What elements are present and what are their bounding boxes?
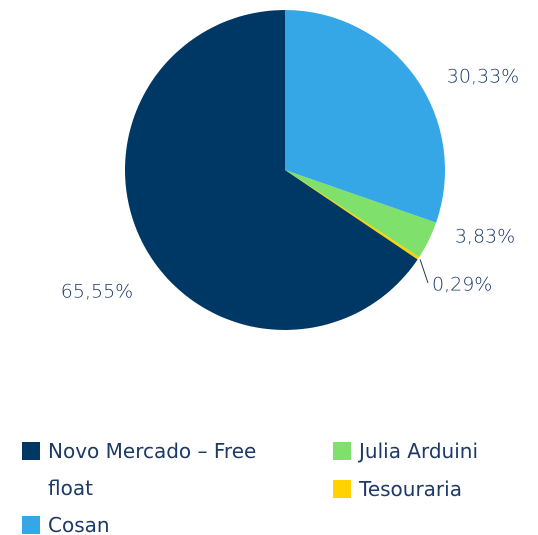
legend-swatch <box>22 442 40 460</box>
legend-label: Tesouraria <box>359 477 462 501</box>
legend-label: Cosan <box>48 513 110 535</box>
legend-label: Julia Arduini <box>359 439 479 463</box>
legend-swatch <box>333 442 351 460</box>
legend-item: Tesouraria <box>333 471 538 508</box>
legend-item: Julia Arduini <box>333 433 538 470</box>
pie-slice <box>285 10 446 223</box>
data-label: 0,29% <box>432 274 492 296</box>
pie-slice <box>285 170 437 258</box>
legend-item: Novo Mercado – Free float <box>22 433 258 507</box>
legend-swatch <box>333 480 351 498</box>
legend-item: Cosan <box>22 507 258 535</box>
pie-slice <box>124 10 418 330</box>
data-label: 3,83% <box>455 226 515 248</box>
pie-slice <box>285 170 420 260</box>
chart: 30,33% 3,83% 0,29% 65,55% <box>61 10 519 330</box>
legend-swatch <box>22 516 40 534</box>
data-label: 30,33% <box>447 66 519 88</box>
legend-label: Novo Mercado – Free float <box>48 439 257 500</box>
data-label: 65,55% <box>61 281 133 303</box>
leader-line <box>419 259 429 284</box>
